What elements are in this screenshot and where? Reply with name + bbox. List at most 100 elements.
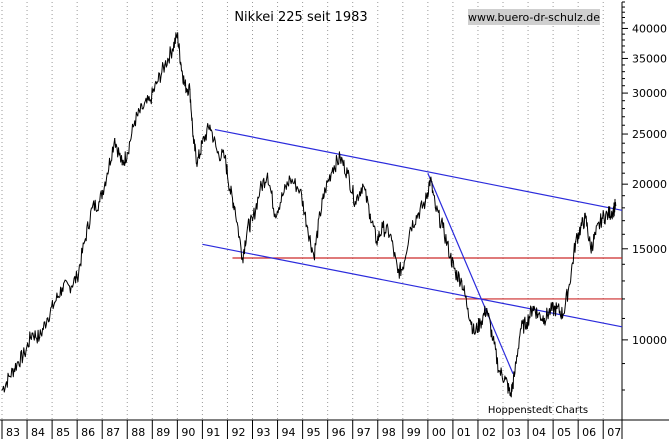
data-point <box>550 309 552 312</box>
y-tick-label-15000: 15000 <box>632 243 667 256</box>
data-point <box>332 167 334 169</box>
trend-line-3 <box>427 172 514 374</box>
trend-lines <box>202 129 623 374</box>
y-tick-label-25000: 25000 <box>632 128 667 141</box>
data-point <box>23 353 26 355</box>
data-point <box>504 378 507 380</box>
data-point <box>442 226 444 228</box>
x-tick-label-97: 97 <box>357 426 371 439</box>
y-tick-label-40000: 40000 <box>632 22 667 35</box>
data-point <box>224 157 226 159</box>
data-point <box>324 189 326 191</box>
x-tick-label-90: 90 <box>181 426 195 439</box>
x-tick-label-91: 91 <box>206 426 220 439</box>
x-tick-label-94: 94 <box>282 426 296 439</box>
data-point <box>149 100 151 102</box>
data-point <box>180 64 182 66</box>
x-tick-label-85: 85 <box>56 426 70 439</box>
support-lines <box>232 257 622 300</box>
data-point <box>106 172 108 174</box>
data-point <box>16 362 18 365</box>
x-tick-label-98: 98 <box>382 426 396 439</box>
x-tick-label-96: 96 <box>332 426 346 439</box>
data-point <box>454 271 457 274</box>
x-tick-label-03: 03 <box>507 426 521 439</box>
series-layer <box>1 32 617 398</box>
data-point <box>38 337 41 339</box>
data-point <box>382 226 384 228</box>
x-tick-label-95: 95 <box>307 426 321 439</box>
data-point <box>375 240 378 243</box>
y-tick-label-10000: 10000 <box>632 334 667 347</box>
data-point <box>417 213 419 215</box>
data-point <box>1 389 3 391</box>
data-point <box>595 233 597 235</box>
data-point <box>69 285 71 287</box>
trend-line-1 <box>214 129 623 211</box>
data-point <box>234 207 236 209</box>
data-point <box>141 107 143 110</box>
x-tick-label-87: 87 <box>106 426 120 439</box>
data-point <box>532 305 534 308</box>
data-point <box>196 162 198 164</box>
x-tick-label-99: 99 <box>407 426 421 439</box>
data-point <box>8 375 11 377</box>
data-point <box>84 240 86 243</box>
data-point <box>580 226 582 228</box>
data-point <box>537 313 539 316</box>
data-point <box>509 395 512 397</box>
data-point <box>189 88 191 90</box>
data-point <box>121 164 123 166</box>
x-tick-label-04: 04 <box>532 426 546 439</box>
data-point <box>556 307 558 310</box>
data-point <box>449 255 452 258</box>
chart-title: Nikkei 225 seit 1983 <box>234 10 367 25</box>
data-point <box>409 226 411 228</box>
data-point <box>362 183 364 185</box>
data-point <box>134 120 136 122</box>
data-point <box>424 201 426 203</box>
data-point <box>615 204 617 206</box>
data-point <box>171 48 173 50</box>
data-point <box>241 257 244 259</box>
data-point <box>246 226 249 228</box>
data-point <box>176 34 178 36</box>
data-point <box>513 375 515 377</box>
data-point <box>389 233 391 235</box>
source-label: Hoppenstedt Charts <box>488 405 588 416</box>
data-point <box>397 271 399 274</box>
data-point <box>229 189 231 191</box>
data-point <box>201 142 204 144</box>
x-tick-label-89: 89 <box>156 426 170 439</box>
data-point <box>193 142 195 144</box>
grid-layer <box>1 2 604 420</box>
series-line-nikkei <box>1 32 617 398</box>
x-tick-label-83: 83 <box>6 426 20 439</box>
data-point <box>319 213 321 215</box>
watermark-label: www.buero-dr-schulz.de <box>468 11 600 24</box>
data-point <box>543 317 545 320</box>
data-point <box>251 220 254 222</box>
x-tick-label-05: 05 <box>557 426 571 439</box>
data-point <box>467 307 469 310</box>
data-point <box>607 213 609 215</box>
data-point <box>479 321 482 324</box>
data-point <box>266 172 269 174</box>
data-point <box>164 64 166 66</box>
data-point <box>216 152 219 154</box>
data-point <box>259 189 261 191</box>
data-point <box>209 124 211 126</box>
y-tick-label-20000: 20000 <box>632 178 667 191</box>
watermark-background <box>468 9 600 25</box>
y-tick-label-35000: 35000 <box>632 52 667 65</box>
data-point <box>612 209 614 211</box>
x-tick-label-88: 88 <box>131 426 145 439</box>
data-point <box>429 178 431 180</box>
data-point <box>274 213 276 215</box>
x-axis: 83 84 85 86 87 88 89 90 91 92 93 94 95 96 97 98 99 00 01 02… <box>1 420 621 439</box>
x-tick-label-07: 07 <box>607 426 621 439</box>
data-point <box>299 189 301 191</box>
data-point <box>519 328 522 330</box>
